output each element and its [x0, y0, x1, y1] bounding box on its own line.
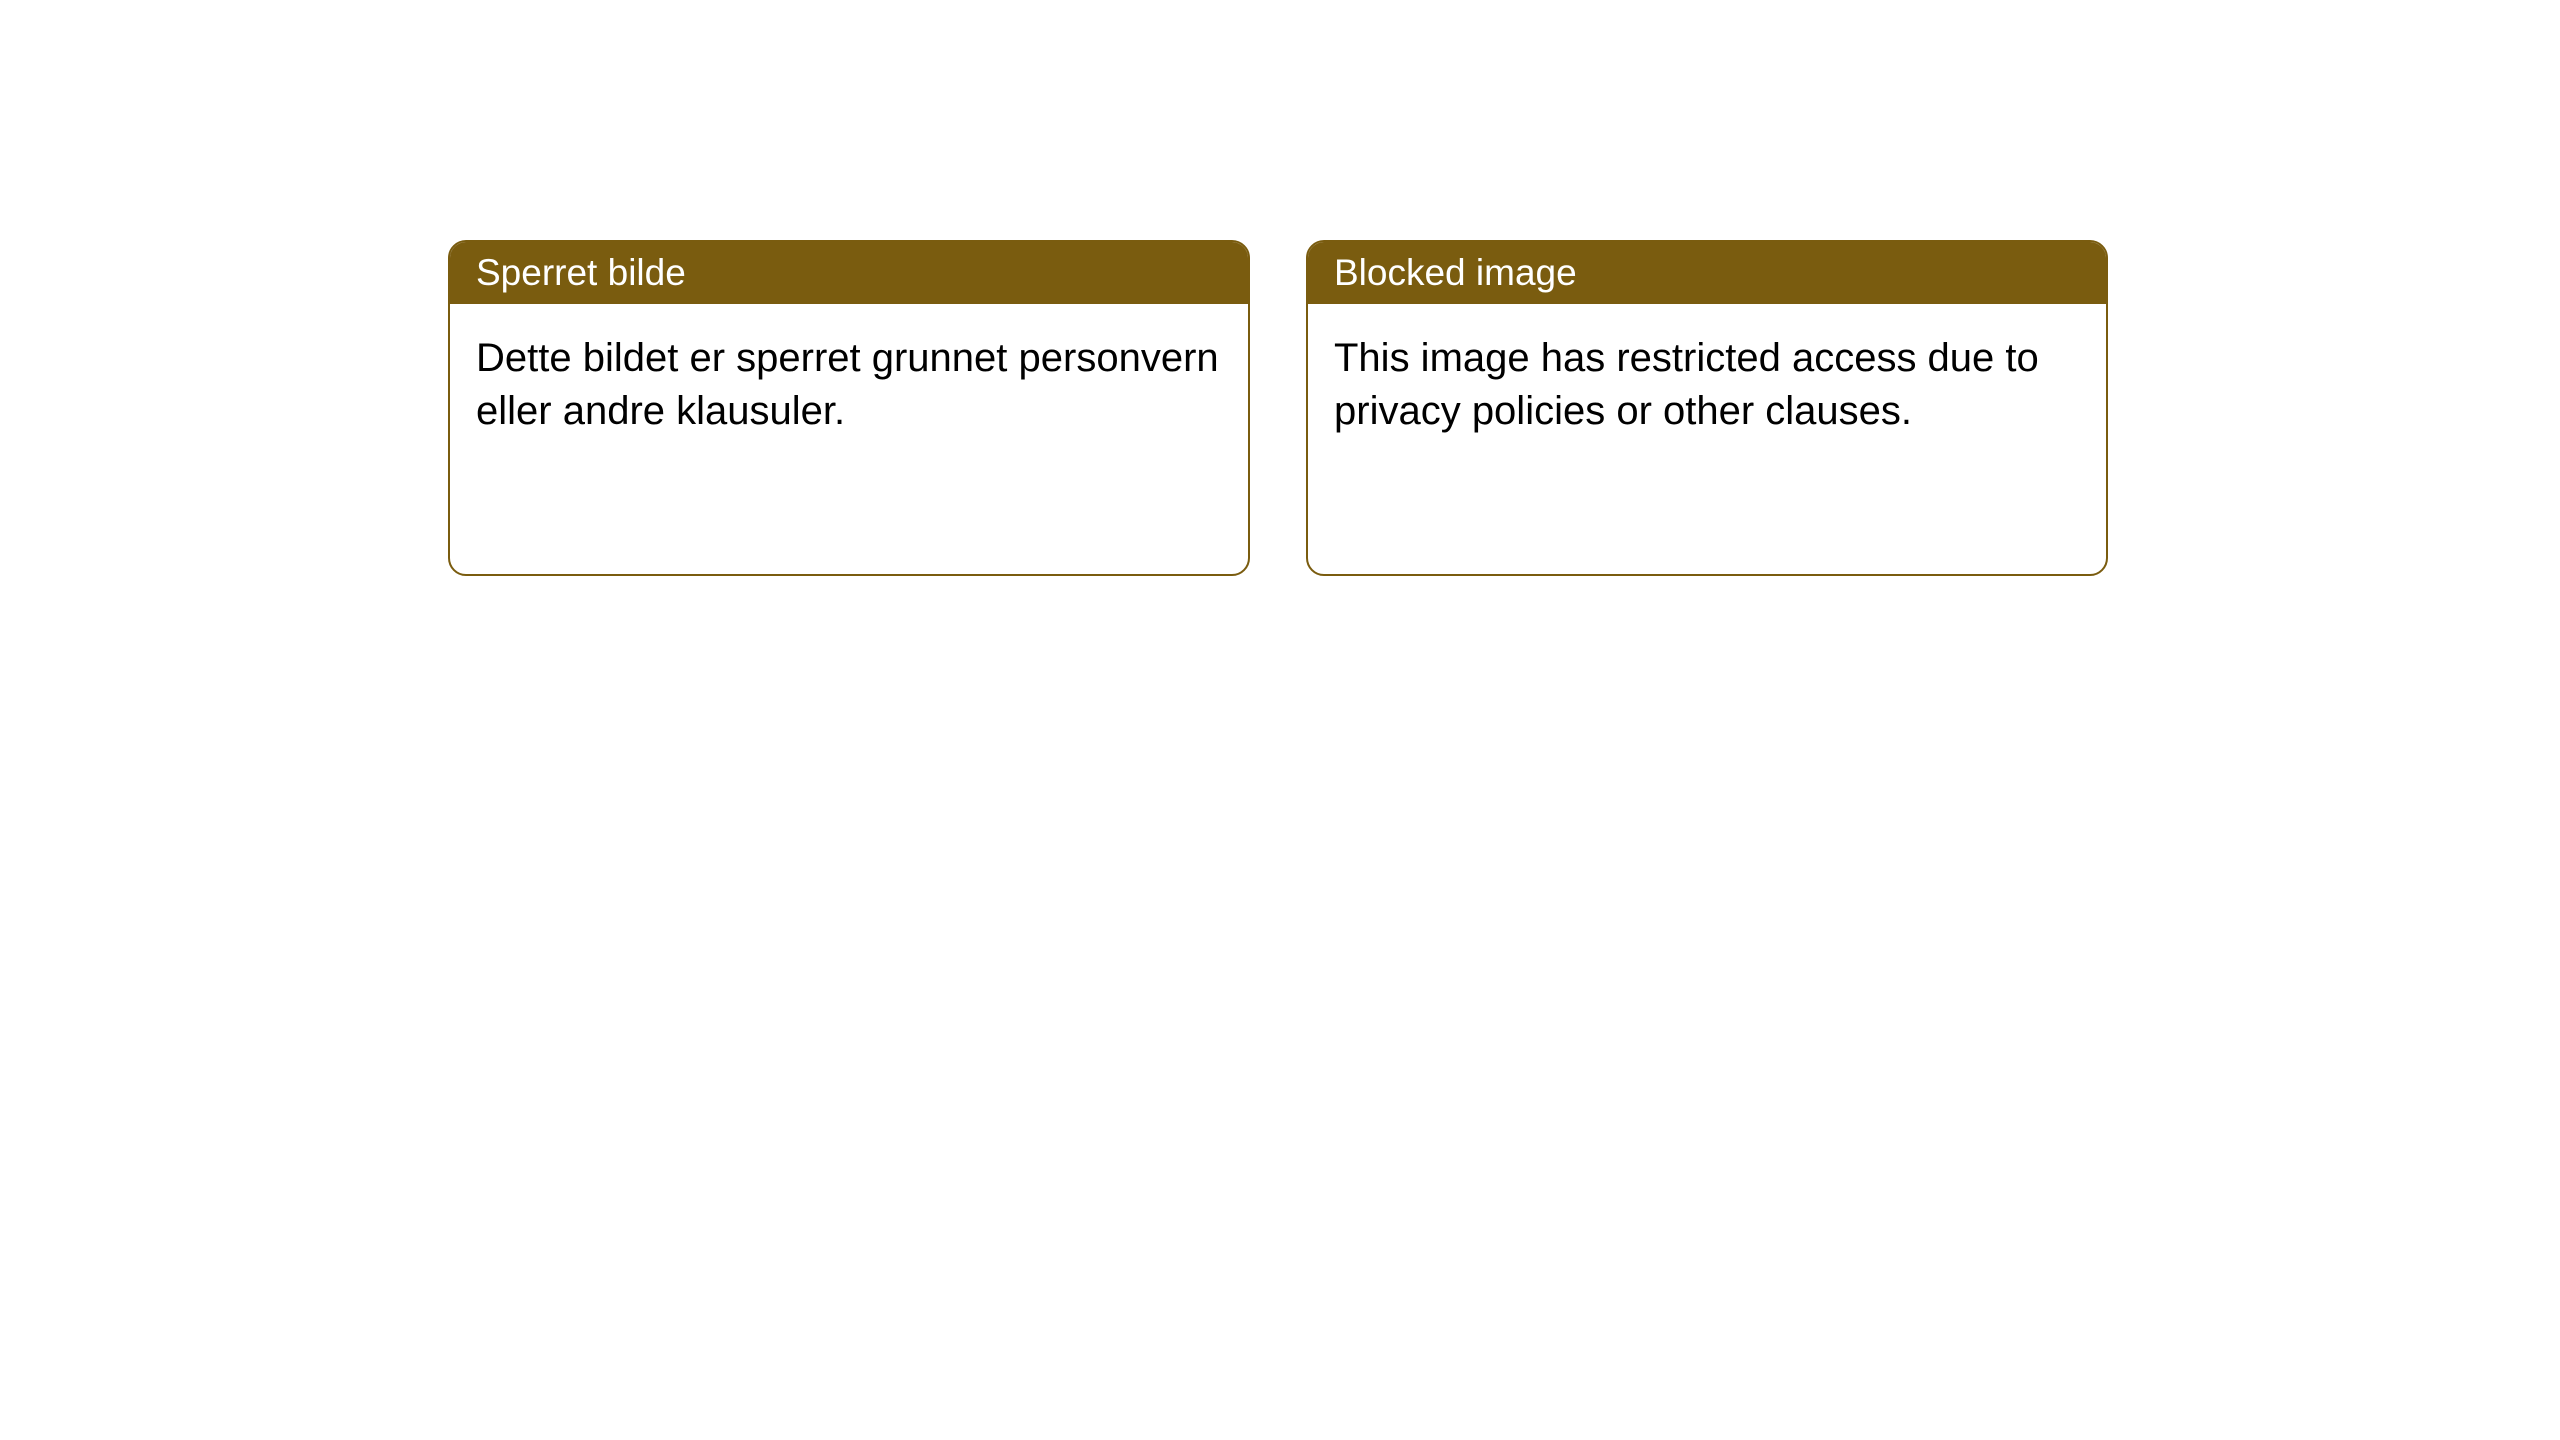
- notice-body: This image has restricted access due to …: [1308, 304, 2106, 574]
- notice-card-norwegian: Sperret bilde Dette bildet er sperret gr…: [448, 240, 1250, 576]
- notice-body: Dette bildet er sperret grunnet personve…: [450, 304, 1248, 574]
- notice-title: Sperret bilde: [450, 242, 1248, 304]
- notice-title: Blocked image: [1308, 242, 2106, 304]
- notice-card-english: Blocked image This image has restricted …: [1306, 240, 2108, 576]
- notice-container: Sperret bilde Dette bildet er sperret gr…: [0, 0, 2560, 576]
